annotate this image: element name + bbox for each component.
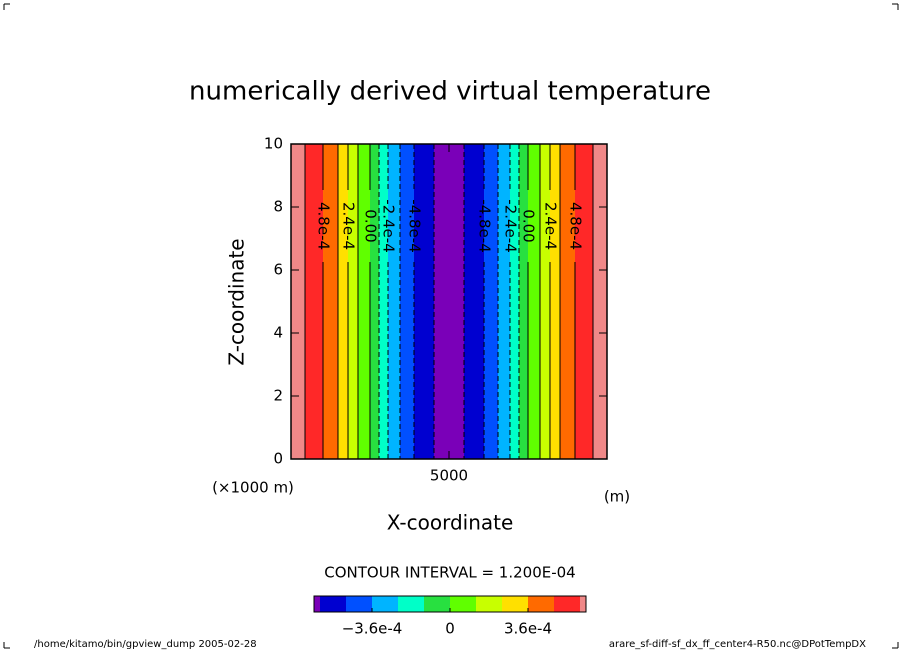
corner-marks bbox=[3, 3, 899, 649]
colorbar-tick-label: 0 bbox=[445, 620, 455, 638]
contour-label: -2.4e-4 bbox=[380, 199, 398, 252]
contour-label: -2.4e-4 bbox=[501, 199, 519, 252]
colorbar-segment bbox=[502, 596, 528, 612]
y-tick-label: 10 bbox=[264, 135, 283, 153]
colorbar-segment bbox=[476, 596, 502, 612]
y-tick-label: 8 bbox=[273, 198, 283, 216]
colorbar-segment bbox=[528, 596, 554, 612]
colorbar-segment bbox=[314, 596, 320, 612]
contour-band bbox=[498, 144, 510, 459]
contour-band bbox=[379, 144, 389, 459]
contour-band bbox=[388, 144, 400, 459]
colorbar-segment bbox=[398, 596, 424, 612]
contour-label: 0.00 bbox=[520, 209, 538, 242]
colorbar-segment bbox=[450, 596, 476, 612]
colorbar-segment bbox=[320, 596, 346, 612]
y-axis-units: (×1000 m) bbox=[212, 479, 294, 497]
contour-band bbox=[304, 144, 324, 459]
contour-label: -4.8e-4 bbox=[405, 199, 423, 252]
colorbar-tick-label: −3.6e-4 bbox=[342, 620, 403, 638]
contour-label: 4.8e-4 bbox=[315, 202, 333, 250]
contour-label: 4.8e-4 bbox=[566, 202, 584, 250]
contour-band bbox=[323, 144, 338, 459]
chart-title: numerically derived virtual temperature bbox=[189, 77, 711, 107]
colorbar-tick-label: 3.6e-4 bbox=[504, 620, 552, 638]
contour-label: 2.4e-4 bbox=[340, 202, 358, 250]
contour-band bbox=[528, 144, 541, 459]
footer-left: /home/kitamo/bin/gpview_dump 2005-02-28 bbox=[34, 639, 257, 650]
contour-label: 0.00 bbox=[362, 209, 380, 242]
y-tick-label: 0 bbox=[273, 450, 283, 468]
contour-band bbox=[433, 144, 465, 459]
contour-band bbox=[540, 144, 550, 459]
contour-label: 2.4e-4 bbox=[541, 202, 559, 250]
contour-band bbox=[484, 144, 499, 459]
contour-band bbox=[518, 144, 528, 459]
y-tick-label: 2 bbox=[273, 387, 283, 405]
contour-band bbox=[560, 144, 575, 459]
contour-band bbox=[291, 144, 305, 459]
contour-band bbox=[337, 144, 349, 459]
x-tick-label: 5000 bbox=[430, 467, 468, 485]
footer-right: arare_sf-diff-sf_dx_ff_center4-R50.nc@DP… bbox=[609, 639, 866, 650]
colorbar-segment bbox=[424, 596, 450, 612]
y-tick-label: 4 bbox=[273, 324, 283, 342]
contour-band bbox=[549, 144, 561, 459]
colorbar-segment bbox=[554, 596, 580, 612]
contour-band bbox=[348, 144, 358, 459]
contour-band bbox=[370, 144, 380, 459]
contour-band bbox=[413, 144, 434, 459]
contour-interval: CONTOUR INTERVAL = 1.200E-04 bbox=[324, 564, 575, 582]
contour-band bbox=[574, 144, 594, 459]
contour-band bbox=[357, 144, 370, 459]
y-axis-label: Z-coordinate bbox=[225, 238, 249, 365]
contour-band bbox=[509, 144, 519, 459]
contour-band bbox=[399, 144, 414, 459]
x-axis-units: (m) bbox=[604, 488, 630, 506]
x-axis-label: X-coordinate bbox=[387, 511, 514, 535]
contour-band bbox=[593, 144, 607, 459]
contour-band bbox=[464, 144, 485, 459]
colorbar-segment bbox=[346, 596, 372, 612]
colorbar-segment bbox=[372, 596, 398, 612]
contour-label: -4.8e-4 bbox=[476, 199, 494, 252]
y-tick-label: 6 bbox=[273, 261, 283, 279]
colorbar-segment bbox=[580, 596, 586, 612]
